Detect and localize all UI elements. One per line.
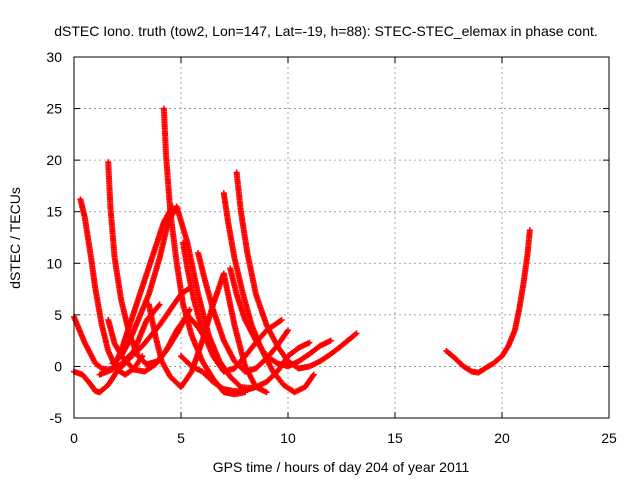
x-axis-label: GPS time / hours of day 204 of year 2011 (213, 459, 470, 475)
series-12 (195, 249, 291, 375)
series-layer (71, 105, 533, 398)
x-tick-label: 10 (280, 430, 296, 446)
y-tick-label: 30 (46, 49, 62, 65)
x-tick-label: 20 (494, 430, 510, 446)
y-tick-label: 0 (54, 358, 62, 374)
x-axis-ticks: 0 5 10 15 20 25 (70, 57, 617, 446)
y-tick-label: 15 (46, 204, 62, 220)
plot-frame (73, 56, 610, 419)
data-point (327, 337, 334, 344)
data-point (353, 330, 360, 337)
data-point (526, 227, 533, 234)
data-point (306, 339, 313, 346)
x-tick-label: 25 (601, 430, 617, 446)
y-tick-label: 5 (54, 307, 62, 323)
series-15 (227, 265, 334, 370)
y-tick-label: 20 (46, 152, 62, 168)
y-tick-label: 10 (46, 255, 62, 271)
series-5 (105, 311, 210, 375)
y-axis-ticks: -5 0 5 10 15 20 25 30 (46, 49, 609, 426)
y-axis-label: dSTEC / TECUs (7, 187, 23, 289)
x-tick-label: 5 (177, 430, 185, 446)
chart-title: dSTEC Iono. truth (tow2, Lon=147, Lat=-1… (54, 23, 598, 39)
data-point (156, 301, 163, 308)
data-point (310, 371, 317, 378)
data-point (278, 317, 285, 324)
data-point (285, 327, 291, 334)
y-tick-label: 25 (46, 101, 62, 117)
x-tick-label: 0 (70, 430, 78, 446)
x-tick-label: 15 (387, 430, 403, 446)
y-tick-label: -5 (50, 410, 63, 426)
series-16 (443, 227, 533, 376)
series-14 (233, 169, 360, 372)
data-point (263, 389, 270, 396)
